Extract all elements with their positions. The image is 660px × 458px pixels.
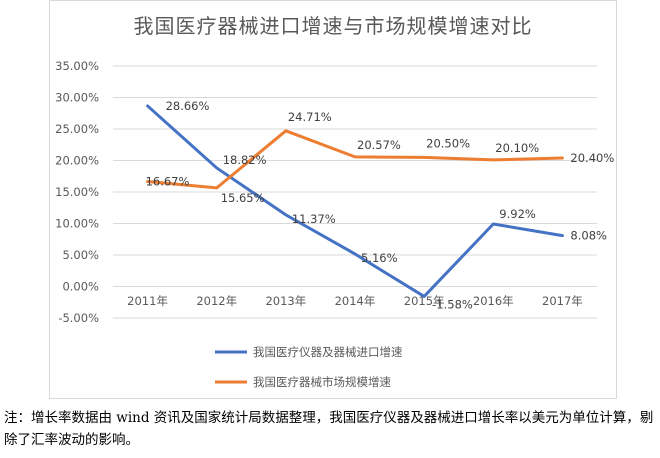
data-label: 24.71% [288, 110, 332, 124]
chart-title: 我国医疗器械进口增速与市场规模增速对比 [133, 14, 533, 38]
data-label: 18.82% [223, 153, 267, 167]
data-label: 20.40% [570, 151, 614, 165]
y-tick-label: 15.00% [55, 185, 99, 199]
data-label: 20.57% [357, 138, 401, 152]
series-line-1 [146, 104, 564, 298]
x-tick-label: 2015年 [404, 294, 445, 308]
y-tick-label: -5.00% [58, 311, 99, 325]
x-tick-label: 2016年 [473, 294, 514, 308]
data-label: 20.10% [495, 141, 539, 155]
data-label: 28.66% [166, 99, 210, 113]
data-label: -1.58% [432, 297, 473, 311]
data-label: 16.67% [146, 174, 190, 188]
data-label: 9.92% [499, 207, 536, 221]
data-label: 11.37% [292, 212, 336, 226]
x-tick-label: 2017年 [542, 294, 583, 308]
x-tick-label: 2014年 [335, 294, 376, 308]
y-tick-label: 0.00% [62, 280, 99, 294]
y-tick-label: 20.00% [55, 154, 99, 168]
data-label: 20.50% [426, 136, 470, 150]
x-tick-label: 2013年 [265, 294, 306, 308]
data-label: 8.08% [570, 229, 607, 243]
data-label: 5.16% [361, 251, 398, 265]
y-tick-label: 25.00% [55, 122, 99, 136]
data-label: 15.65% [221, 191, 265, 205]
y-tick-label: 5.00% [62, 248, 99, 262]
y-tick-label: 30.00% [55, 91, 99, 105]
x-tick-label: 2011年 [127, 294, 168, 308]
legend-label: 我国医疗器械市场规模增速 [253, 375, 391, 389]
x-tick-label: 2012年 [196, 294, 237, 308]
y-tick-label: 35.00% [55, 59, 99, 73]
line-chart: -5.00% 0.00% 5.00% 10.00% 15.00% 20.00% 25.00%… [55, 59, 614, 389]
series-line-2 [146, 129, 564, 190]
legend-label: 我国医疗仪器及器械进口增速 [253, 345, 403, 359]
footnote: 注：增长率数据由 wind 资讯及国家统计局数据整理，我国医疗仪器及器械进口增长… [4, 410, 654, 448]
y-tick-label: 10.00% [55, 217, 99, 231]
